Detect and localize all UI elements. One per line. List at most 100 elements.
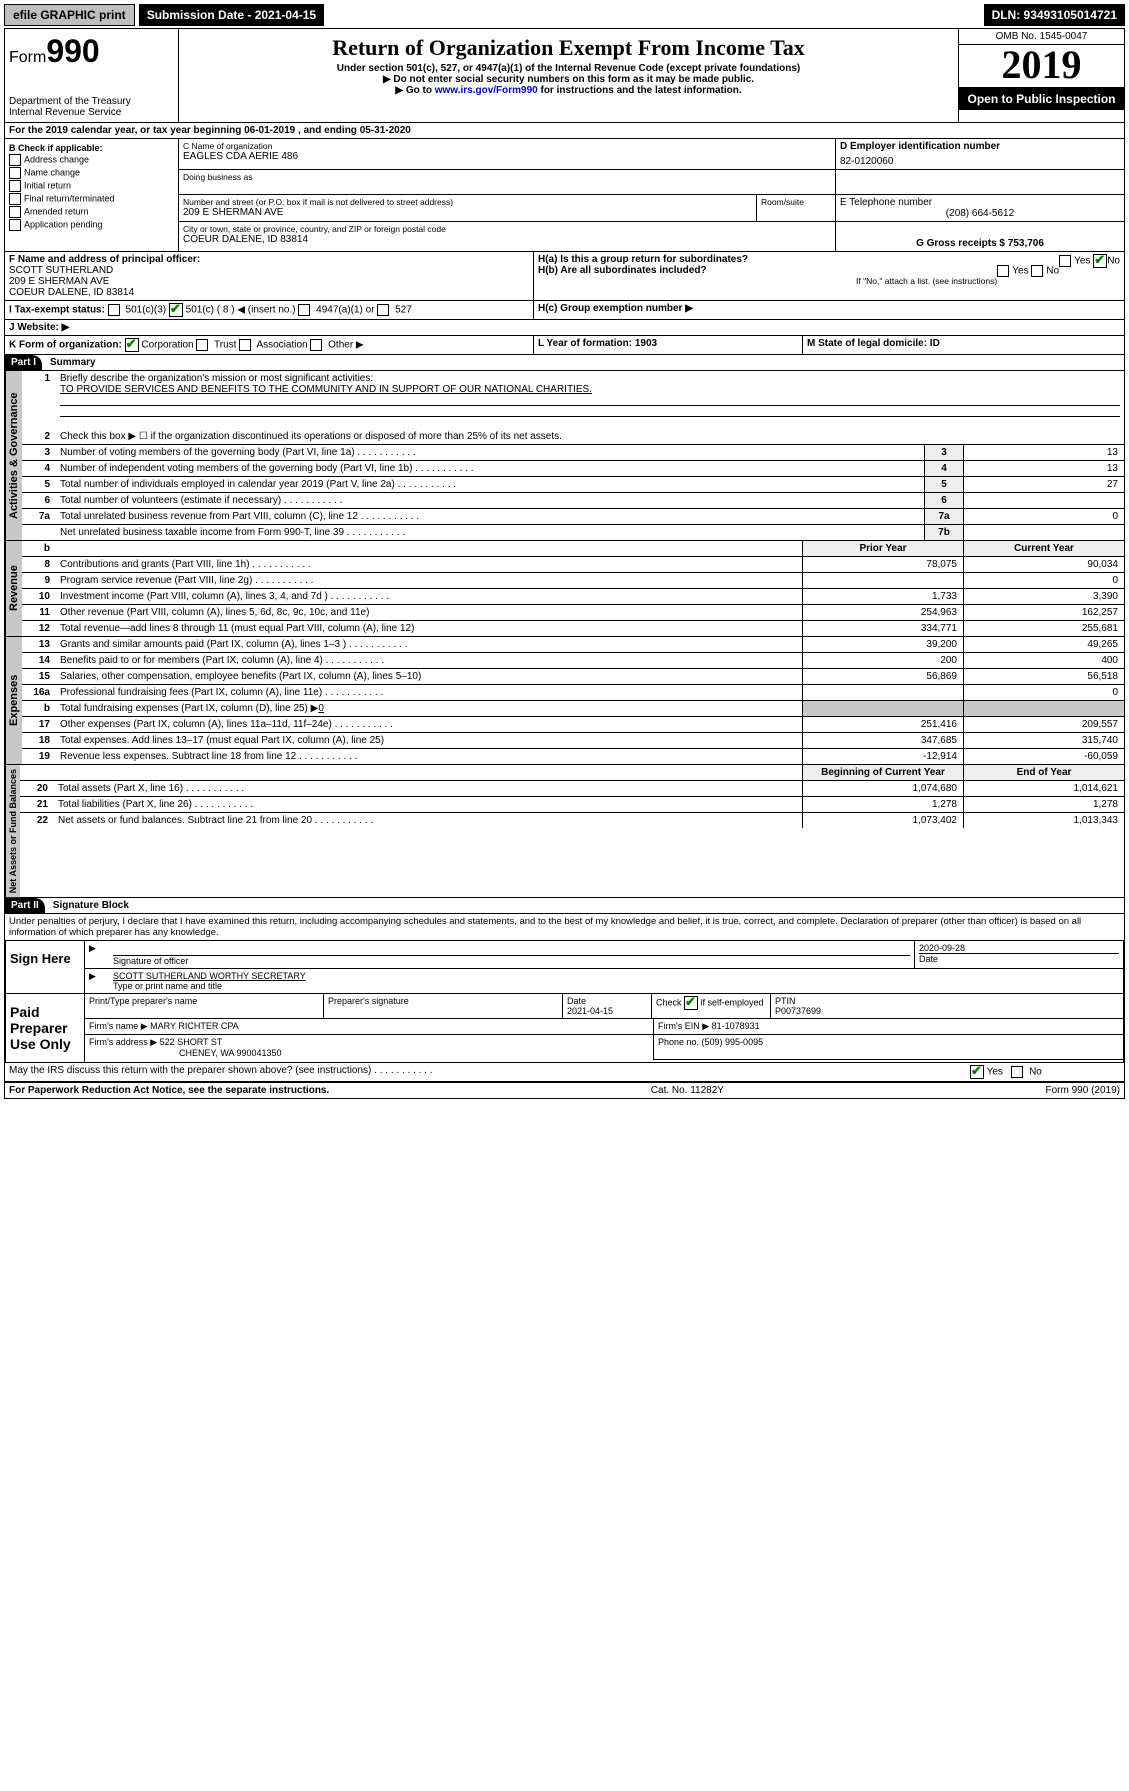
firm-phone: Phone no. (509) 995-0095 <box>654 1035 1123 1060</box>
e-phone-label: E Telephone number <box>840 197 1120 208</box>
i-tax-status-label: I Tax-exempt status: <box>9 305 105 316</box>
self-employed-check[interactable]: Check if self-employed <box>652 994 771 1018</box>
firm-name: MARY RICHTER CPA <box>150 1021 239 1031</box>
j-website: J Website: ▶ <box>5 320 1124 335</box>
cb-initial-return[interactable]: Initial return <box>9 180 174 192</box>
c-name-label: C Name of organization <box>183 141 831 151</box>
firm-ein: Firm's EIN ▶ 81-1078931 <box>654 1019 1123 1034</box>
net-assets-table: Beginning of Current YearEnd of Year 20T… <box>20 765 1124 828</box>
v5: 27 <box>964 477 1125 493</box>
cb-501c-checked[interactable] <box>169 303 183 317</box>
cb-trust[interactable] <box>196 339 208 351</box>
paid-preparer-block: Paid Preparer Use Only Print/Type prepar… <box>5 994 1124 1063</box>
v7a: 0 <box>964 509 1125 525</box>
room-label: Room/suite <box>761 197 831 207</box>
city-value: COEUR DALENE, ID 83814 <box>183 234 831 245</box>
mission-text: TO PROVIDE SERVICES AND BENEFITS TO THE … <box>60 384 592 395</box>
officer-addr1: 209 E SHERMAN AVE <box>9 276 529 287</box>
paperwork-notice: For Paperwork Reduction Act Notice, see … <box>9 1085 329 1096</box>
form-footer: For Paperwork Reduction Act Notice, see … <box>5 1083 1124 1098</box>
firm-addr2: CHENEY, WA 990041350 <box>179 1048 282 1058</box>
cb-amended[interactable]: Amended return <box>9 206 174 218</box>
cb-association[interactable] <box>239 339 251 351</box>
open-public: Open to Public Inspection <box>959 88 1124 110</box>
form-header: Form990 Department of the Treasury Inter… <box>5 29 1124 123</box>
dln: DLN: 93493105014721 <box>984 4 1125 26</box>
f-officer-label: F Name and address of principal officer: <box>9 254 529 265</box>
paid-preparer-label: Paid Preparer Use Only <box>6 994 85 1062</box>
governance-table: 1Briefly describe the organization's mis… <box>22 371 1124 540</box>
gross-receipts: G Gross receipts $ 753,706 <box>840 238 1120 249</box>
hb-note: If "No," attach a list. (see instruction… <box>538 276 1120 286</box>
top-bar: efile GRAPHIC print Submission Date - 20… <box>4 4 1125 26</box>
sidelabel-revenue: Revenue <box>5 541 22 636</box>
irs: Internal Revenue Service <box>9 107 174 118</box>
phone-value: (208) 664-5612 <box>840 208 1120 219</box>
cb-final-return[interactable]: Final return/terminated <box>9 193 174 205</box>
preparer-date: 2021-04-15 <box>567 1006 647 1016</box>
d-ein-label: D Employer identification number <box>840 141 1120 152</box>
org-name: EAGLES CDA AERIE 486 <box>183 151 831 162</box>
k-form-org-label: K Form of organization: <box>9 340 122 351</box>
sig-date-label: Date <box>919 953 1119 964</box>
m-state-domicile: M State of legal domicile: ID <box>803 336 1124 354</box>
sign-here-label: Sign Here <box>6 941 85 993</box>
officer-typed-name: SCOTT SUTHERLAND WORTHY SECRETARY <box>113 971 1119 981</box>
discuss-no[interactable] <box>1011 1066 1023 1078</box>
typed-name-label: Type or print name and title <box>113 981 1119 991</box>
tax-year: 2019 <box>959 45 1124 88</box>
form-subtitle: Under section 501(c), 527, or 4947(a)(1)… <box>187 63 950 74</box>
ssn-note: ▶ Do not enter social security numbers o… <box>187 74 950 85</box>
row-a-tax-year: For the 2019 calendar year, or tax year … <box>5 123 1124 139</box>
v3: 13 <box>964 445 1125 461</box>
addr-label: Number and street (or P.O. box if mail i… <box>183 197 752 207</box>
firm-addr1: 522 SHORT ST <box>160 1037 223 1047</box>
l-year-formation: L Year of formation: 1903 <box>534 336 803 354</box>
officer-addr2: COEUR DALENE, ID 83814 <box>9 287 529 298</box>
cb-address-change[interactable]: Address change <box>9 154 174 166</box>
cb-4947[interactable] <box>298 304 310 316</box>
cb-other[interactable] <box>310 339 322 351</box>
sidelabel-expenses: Expenses <box>5 637 22 764</box>
part1-header: Part I Summary <box>5 355 1124 371</box>
hc-group-exemption: H(c) Group exemption number ▶ <box>538 303 693 314</box>
city-label: City or town, state or province, country… <box>183 224 831 234</box>
part2-header: Part II Signature Block <box>5 898 1124 914</box>
sig-officer-label: Signature of officer <box>113 955 910 966</box>
preparer-sig-label: Preparer's signature <box>324 994 563 1018</box>
form-outer: Form990 Department of the Treasury Inter… <box>4 28 1125 1099</box>
cb-app-pending[interactable]: Application pending <box>9 219 174 231</box>
v6 <box>964 493 1125 509</box>
ha-group-return: H(a) Is this a group return for subordin… <box>538 254 1120 265</box>
form-title: Return of Organization Exempt From Incom… <box>187 35 950 61</box>
discuss-question: May the IRS discuss this return with the… <box>9 1065 371 1076</box>
v7b <box>964 525 1125 541</box>
ptin-value: P00737699 <box>775 1006 1119 1016</box>
cb-527[interactable] <box>377 304 389 316</box>
cb-501c3[interactable] <box>108 304 120 316</box>
sig-date: 2020-09-28 <box>919 943 1119 953</box>
sidelabel-governance: Activities & Governance <box>5 371 22 540</box>
dba-label: Doing business as <box>183 172 831 182</box>
section-b-checkboxes: B Check if applicable: Address change Na… <box>5 139 179 251</box>
efile-button[interactable]: efile GRAPHIC print <box>4 4 135 26</box>
street-address: 209 E SHERMAN AVE <box>183 207 752 218</box>
hb-subordinates: H(b) Are all subordinates included? Yes … <box>538 265 1120 276</box>
ha-no-checked <box>1093 254 1107 268</box>
cb-name-change[interactable]: Name change <box>9 167 174 179</box>
officer-name: SCOTT SUTHERLAND <box>9 265 529 276</box>
form990-link[interactable]: www.irs.gov/Form990 <box>435 85 538 96</box>
goto-note: ▶ Go to www.irs.gov/Form990 for instruct… <box>187 85 950 96</box>
ein-value: 82-0120060 <box>840 156 1120 167</box>
dept-treasury: Department of the Treasury <box>9 96 174 107</box>
sign-here-block: Sign Here ▶ Signature of officer 2020-09… <box>5 941 1124 994</box>
perjury-text: Under penalties of perjury, I declare th… <box>5 914 1124 941</box>
sidelabel-net-assets: Net Assets or Fund Balances <box>5 765 20 897</box>
discuss-yes-checked[interactable] <box>970 1065 984 1079</box>
v4: 13 <box>964 461 1125 477</box>
submission-date: Submission Date - 2021-04-15 <box>139 4 324 26</box>
cb-corporation-checked[interactable] <box>125 338 139 352</box>
form-ref: Form 990 (2019) <box>1046 1085 1120 1096</box>
preparer-name-label: Print/Type preparer's name <box>85 994 324 1018</box>
cat-no: Cat. No. 11282Y <box>651 1085 724 1096</box>
